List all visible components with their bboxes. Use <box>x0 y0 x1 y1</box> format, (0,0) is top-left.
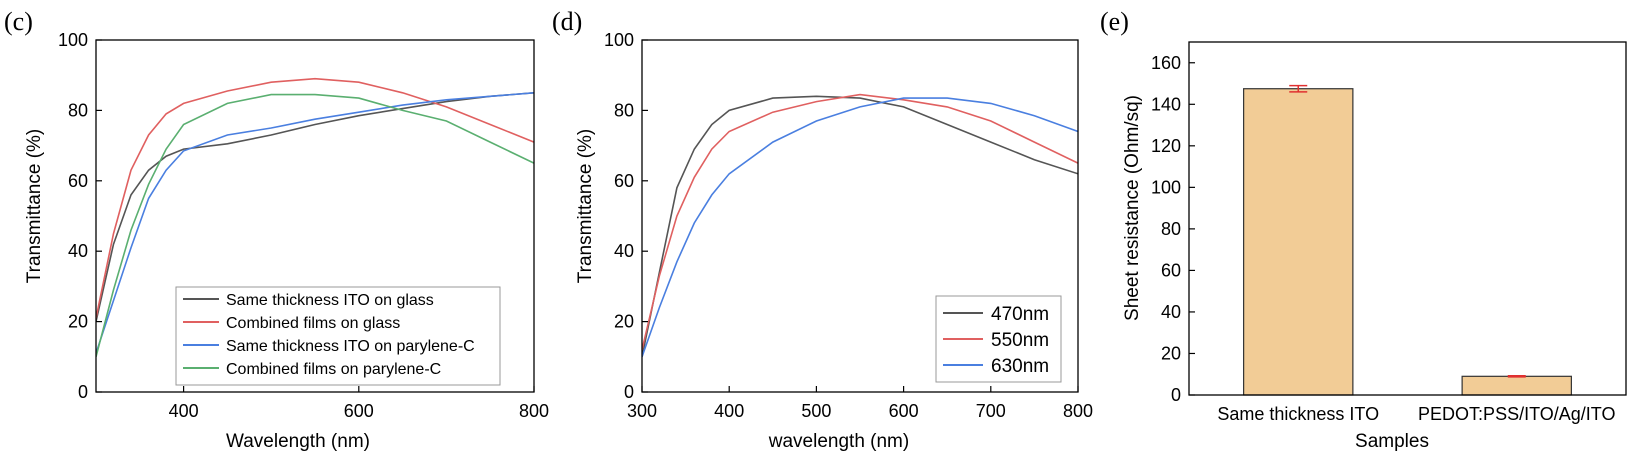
x-tick-label-d-3: 600 <box>889 401 919 421</box>
x-axis-title-e: Samples <box>1355 431 1429 452</box>
x-tick-label-c-1: 600 <box>344 401 374 421</box>
legend-label-c-1: Combined films on glass <box>226 315 400 332</box>
y-tick-label-e-4: 80 <box>1161 219 1181 239</box>
x-tick-label-d-4: 700 <box>976 401 1006 421</box>
x-tick-label-d-2: 500 <box>801 401 831 421</box>
y-tick-label-d-4: 80 <box>614 100 634 120</box>
y-tick-label-e-3: 60 <box>1161 260 1181 280</box>
legend-box-c <box>175 286 501 386</box>
y-tick-label-d-2: 40 <box>614 241 634 261</box>
x-tick-label-c-2: 800 <box>519 401 549 421</box>
series-line-d-2 <box>642 97 1078 358</box>
x-tick-label-d-1: 400 <box>714 401 744 421</box>
x-tick-label-e-1: PEDOT:PSS/ITO/Ag/ITO <box>1418 404 1615 424</box>
error-bar-e-1 <box>1507 374 1526 378</box>
y-tick-label-c-1: 20 <box>68 312 88 332</box>
plot-frame-c <box>95 39 535 393</box>
y-tick-label-c-3: 60 <box>68 171 88 191</box>
x-axis-title-c: Wavelength (nm) <box>226 431 370 452</box>
x-axis-title-d: wavelength (nm) <box>768 431 909 452</box>
y-tick-label-c-5: 100 <box>58 30 88 50</box>
legend-label-d-0: 470nm <box>991 304 1049 325</box>
y-tick-label-e-2: 40 <box>1161 302 1181 322</box>
panel-label-e: (e) <box>1100 7 1129 36</box>
y-tick-label-d-3: 60 <box>614 171 634 191</box>
panel-label-d: (d) <box>552 7 582 36</box>
chart-e: (e) Same thickness ITO PEDOT:PSS/ITO/Ag/I… <box>1100 7 1627 452</box>
y-axis-title-e: Sheet resistance (Ohm/sq) <box>1122 95 1143 321</box>
y-tick-label-e-8: 160 <box>1151 53 1181 73</box>
bar-e-0 <box>1243 88 1354 396</box>
series-line-d-1 <box>642 93 1078 350</box>
bar-e-1 <box>1461 375 1572 396</box>
x-tick-label-c-0: 400 <box>169 401 199 421</box>
legend-label-d-1: 550nm <box>991 330 1049 351</box>
y-tick-label-d-1: 20 <box>614 312 634 332</box>
y-tick-label-e-6: 120 <box>1151 136 1181 156</box>
y-axis-title-c: Transmittance (%) <box>24 129 45 284</box>
series-line-c-0 <box>96 92 534 322</box>
y-tick-label-c-4: 80 <box>68 100 88 120</box>
series-line-c-3 <box>96 93 534 358</box>
series-line-c-2 <box>96 92 534 354</box>
chart-d: (d) 0 20 40 60 80 100 300 400 500 600 700 800 wavel… <box>552 7 1093 452</box>
series-line-c-1 <box>96 77 534 319</box>
y-tick-label-e-1: 20 <box>1161 343 1181 363</box>
legend-label-c-0: Same thickness ITO on glass <box>226 292 434 309</box>
y-tick-label-c-0: 0 <box>78 382 88 402</box>
y-tick-label-d-0: 0 <box>624 382 634 402</box>
y-tick-label-e-0: 0 <box>1171 385 1181 405</box>
panel-label-c: (c) <box>4 7 33 36</box>
legend-label-c-2: Same thickness ITO on parylene-C <box>226 338 475 355</box>
x-tick-label-d-0: 300 <box>627 401 657 421</box>
legend-c: Same thickness ITO on glass Combined fil… <box>175 286 501 386</box>
plot-frame-d <box>641 39 1079 393</box>
plot-area-c: 0 20 40 60 80 100 400 600 800 <box>58 30 549 421</box>
x-tick-label-e-0: Same thickness ITO <box>1217 404 1379 424</box>
legend-label-c-3: Combined films on parylene-C <box>226 361 441 378</box>
chart-c: (c) 0 20 40 60 80 100 400 600 800 Wavelength (nm… <box>4 7 549 452</box>
plot-area-e: Same thickness ITO PEDOT:PSS/ITO/Ag/ITO 0 2… <box>1151 41 1627 424</box>
y-tick-label-c-2: 40 <box>68 241 88 261</box>
plot-frame-e <box>1188 41 1627 396</box>
plot-area-d: 0 20 40 60 80 100 300 400 500 600 700 800 <box>604 30 1093 421</box>
series-line-d-0 <box>642 95 1078 357</box>
y-tick-label-e-5: 100 <box>1151 177 1181 197</box>
y-axis-title-d: Transmittance (%) <box>575 129 596 284</box>
y-tick-label-e-7: 140 <box>1151 94 1181 114</box>
y-tick-label-d-5: 100 <box>604 30 634 50</box>
error-bar-e-0 <box>1289 84 1308 93</box>
x-tick-label-d-5: 800 <box>1063 401 1093 421</box>
legend-label-d-2: 630nm <box>991 356 1049 377</box>
legend-d: 470nm 550nm 630nm <box>935 295 1062 383</box>
